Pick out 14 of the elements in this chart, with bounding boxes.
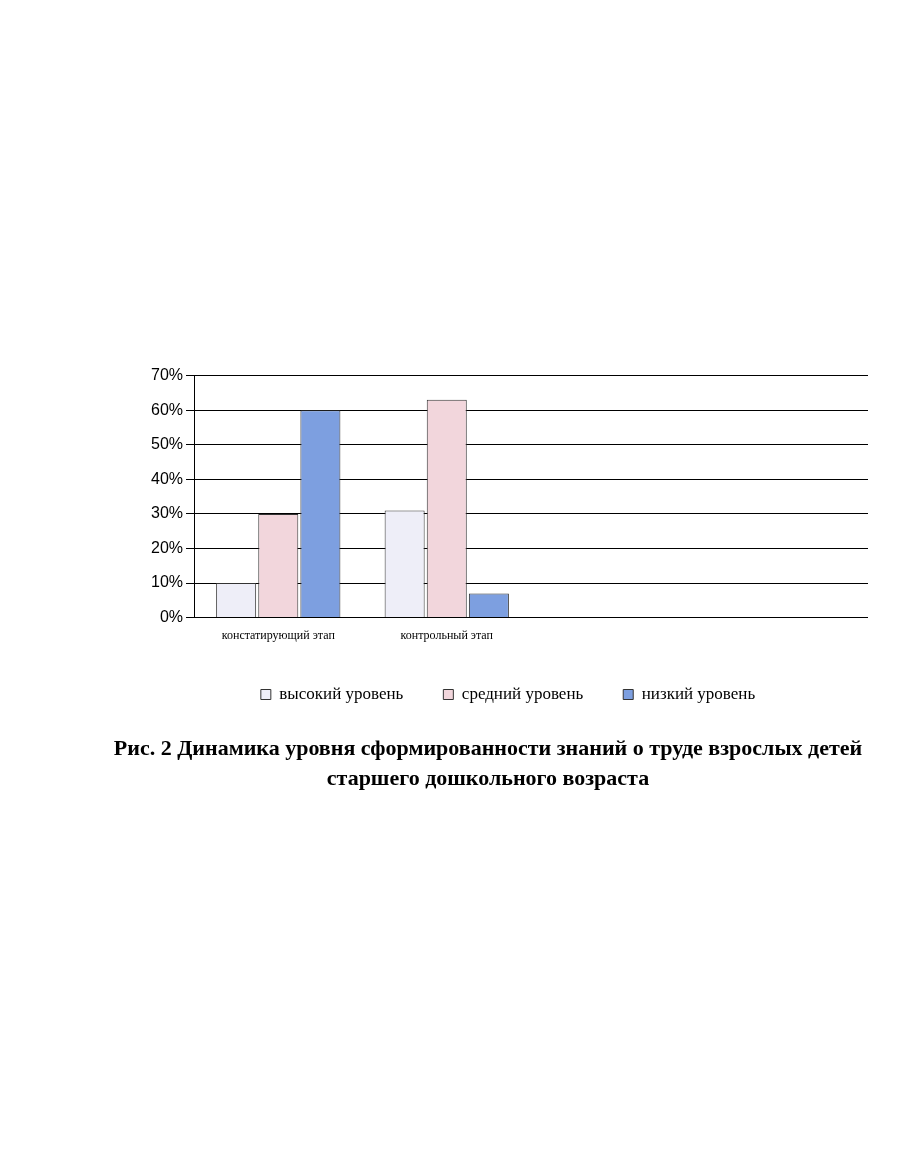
legend-label: средний уровень bbox=[461, 683, 584, 703]
y-tick-label: 40% bbox=[150, 469, 184, 487]
legend-label: низкий уровень bbox=[641, 683, 756, 703]
y-tick-label: 10% bbox=[150, 573, 184, 591]
y-tick-label: 30% bbox=[150, 504, 184, 522]
y-tick-label: 50% bbox=[150, 435, 184, 453]
text: Рис. 2 Динамика уровня сформированности знаний о труде взрослых детей старшего дошкольного возраста bbox=[112, 734, 864, 792]
x-tick-label: контрольный этап bbox=[400, 627, 494, 642]
y-tick-label: 70% bbox=[150, 366, 184, 384]
y-tick-label: 60% bbox=[150, 400, 184, 418]
x-tick-label: констатирующий этап bbox=[221, 627, 336, 642]
y-tick-label: 20% bbox=[150, 538, 184, 556]
legend-label: высокий уровень bbox=[279, 683, 404, 703]
y-tick-label: 0% bbox=[159, 608, 184, 626]
